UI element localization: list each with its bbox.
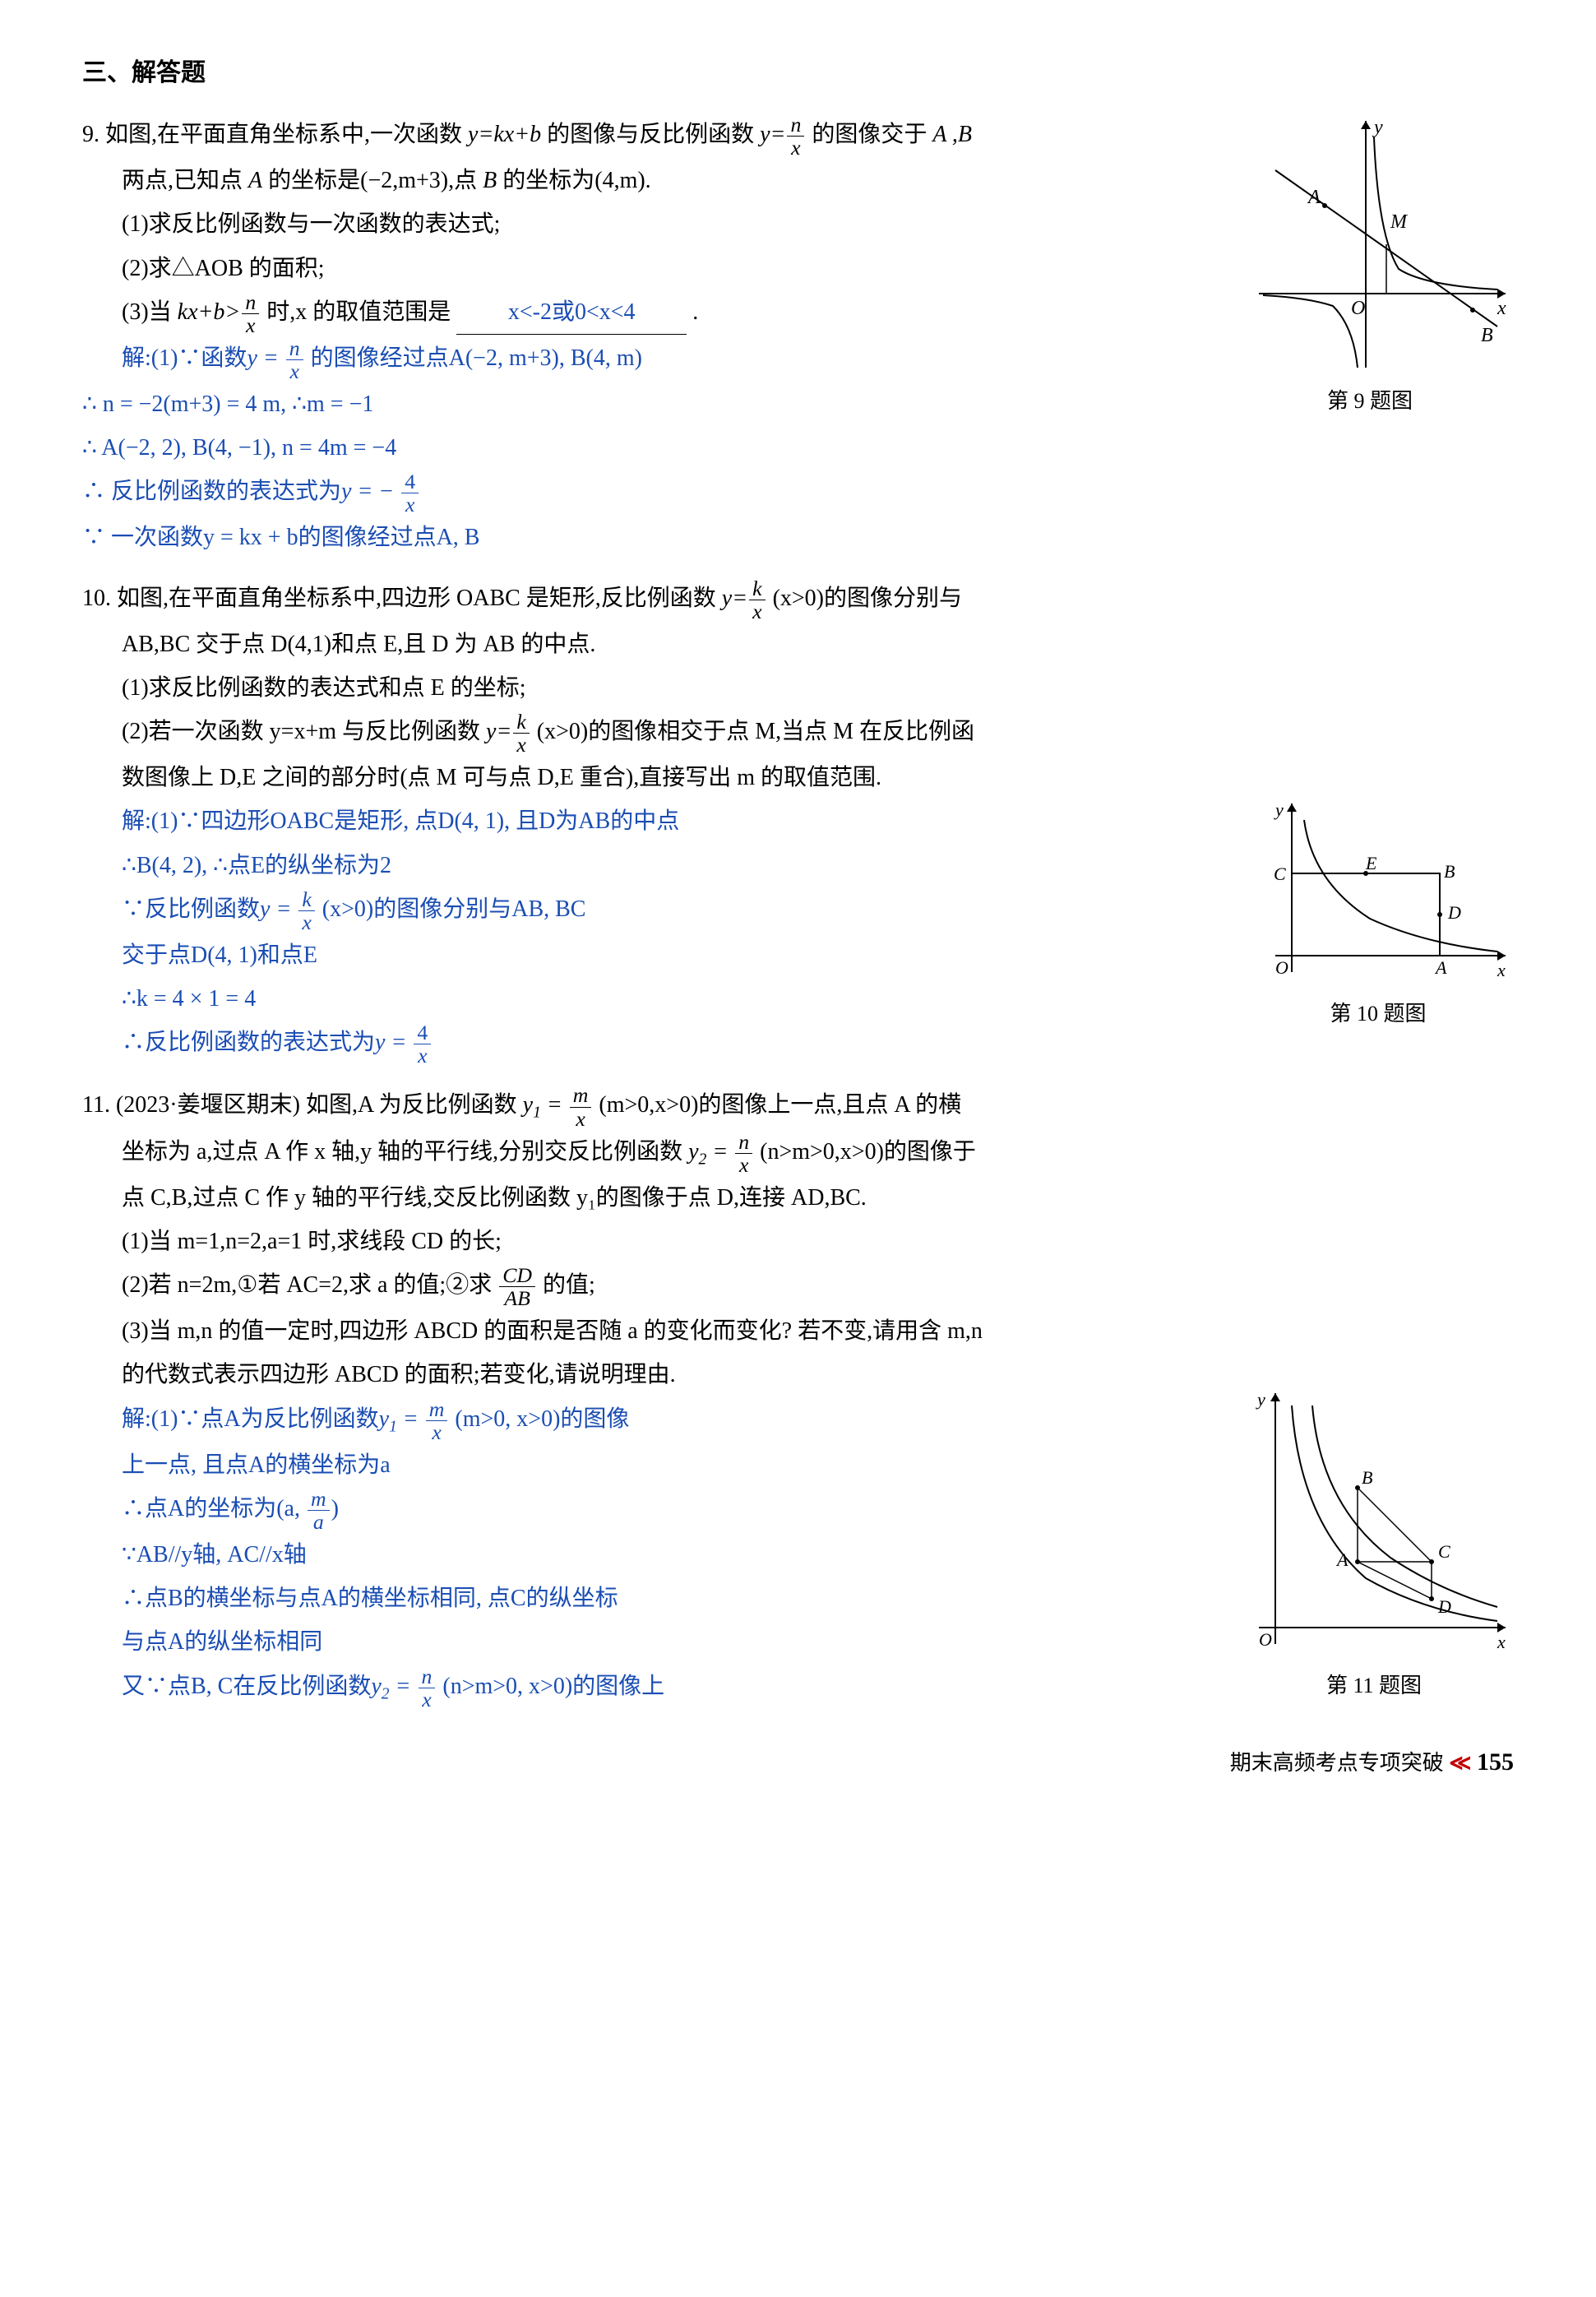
page-number: 155 xyxy=(1477,1748,1514,1776)
svg-text:O: O xyxy=(1275,957,1288,978)
problem-9: y x O A M B 第 9 题图 9. 如图,在平面直角坐标系中,一次函数 … xyxy=(82,113,1514,560)
problem-11: 11. (2023·姜堰区期末) 如图,A 为反比例函数 y1 = mx (m>… xyxy=(82,1083,1514,1714)
q11-part3a: (3)当 m,n 的值一定时,四边形 ABCD 的面积是否随 a 的变化而变化?… xyxy=(82,1309,1514,1353)
q9-number: 9. xyxy=(82,122,99,147)
q11-line3: 点 C,B,过点 C 作 y 轴的平行线,交反比例函数 y₁的图像于点 D,连接… xyxy=(82,1176,1514,1220)
q10-text: 如图,在平面直角坐标系中,四边形 OABC 是矩形,反比例函数 xyxy=(117,586,722,611)
svg-text:D: D xyxy=(1447,902,1461,923)
q11-part2: (2)若 n=2m,①若 AC=2,求 a 的值;②求 CDAB 的值; xyxy=(82,1263,1514,1309)
q9-text: 的图像交于 xyxy=(812,122,932,147)
frac-n-x: nx xyxy=(242,291,259,336)
q9-text: (3)当 xyxy=(122,299,178,325)
q10-part2: (2)若一次函数 y=x+m 与反比例函数 y=kx (x>0)的图像相交于点 … xyxy=(82,710,1514,756)
figure-11: y x O B A C D 第 11 题图 xyxy=(1234,1381,1514,1706)
svg-text:D: D xyxy=(1437,1596,1451,1617)
q9-eq1: y=kx+b xyxy=(468,122,541,147)
figure-11-caption: 第 11 题图 xyxy=(1234,1665,1514,1706)
q10-part1: (1)求反比例函数的表达式和点 E 的坐标; xyxy=(82,666,1514,710)
q10-line2: AB,BC 交于点 D(4,1)和点 E,且 D 为 AB 的中点. xyxy=(82,623,1514,666)
q9-answer-blank: x<-2或0<x<4 xyxy=(456,290,687,335)
graph-11: y x O B A C D xyxy=(1234,1381,1514,1660)
svg-text:y: y xyxy=(1274,799,1284,820)
footer-text: 期末高频考点专项突破 xyxy=(1230,1751,1444,1775)
svg-text:O: O xyxy=(1259,1629,1272,1650)
footer-arrow-icon: ≪ xyxy=(1449,1751,1471,1775)
svg-text:B: B xyxy=(1481,325,1493,346)
frac-k-x: kx xyxy=(749,577,765,623)
svg-text:y: y xyxy=(1372,117,1383,138)
q9-sol3: ∴ A(−2, 2), B(4, −1), n = 4m = −4 xyxy=(82,426,1514,470)
svg-text:C: C xyxy=(1274,864,1286,884)
q10-number: 10. xyxy=(82,586,111,611)
q11-text: 如图,A 为反比例函数 xyxy=(306,1092,517,1118)
q9-text: 两点,已知点 xyxy=(122,168,248,193)
q11-line1: 11. (2023·姜堰区期末) 如图,A 为反比例函数 y1 = mx (m>… xyxy=(82,1083,1514,1129)
svg-text:E: E xyxy=(1365,853,1377,873)
q9-text: 的坐标为(4,m). xyxy=(502,168,650,193)
svg-text:y: y xyxy=(1256,1389,1265,1410)
q11-source: (2023·姜堰区期末) xyxy=(116,1092,300,1118)
svg-text:O: O xyxy=(1351,298,1365,319)
q11-part1: (1)当 m=1,n=2,a=1 时,求线段 CD 的长; xyxy=(82,1220,1514,1263)
q9-frac: y= xyxy=(760,122,785,147)
svg-text:A: A xyxy=(1434,957,1447,978)
q11-line2: 坐标为 a,过点 A 作 x 轴,y 轴的平行线,分别交反比例函数 y2 = n… xyxy=(82,1130,1514,1176)
label-a: A ,B xyxy=(932,122,972,147)
svg-text:x: x xyxy=(1497,1632,1506,1652)
q9-sol4: ∴ 反比例函数的表达式为y = − 4x xyxy=(82,470,1514,516)
q10-text: (x>0)的图像分别与 xyxy=(773,586,962,611)
svg-text:x: x xyxy=(1497,298,1506,319)
q10-line1: 10. 如图,在平面直角坐标系中,四边形 OABC 是矩形,反比例函数 y=kx… xyxy=(82,577,1514,623)
svg-text:A: A xyxy=(1307,187,1321,208)
section-heading: 三、解答题 xyxy=(82,49,1514,96)
figure-9: y x O A M B 第 9 题图 xyxy=(1226,113,1514,421)
svg-text:x: x xyxy=(1497,960,1506,980)
figure-10-caption: 第 10 题图 xyxy=(1242,993,1514,1034)
svg-text:C: C xyxy=(1438,1541,1450,1562)
svg-text:B: B xyxy=(1444,861,1455,882)
q9-sol5: ∵ 一次函数y = kx + b的图像经过点A, B xyxy=(82,516,1514,559)
figure-9-caption: 第 9 题图 xyxy=(1226,381,1514,421)
svg-text:M: M xyxy=(1390,211,1409,233)
svg-text:B: B xyxy=(1362,1467,1372,1488)
q9-text: 的图像与反比例函数 xyxy=(547,122,760,147)
graph-10: y x O C B A E D xyxy=(1242,791,1514,989)
q9-text: 的坐标是(−2,m+3),点 xyxy=(268,168,483,193)
graph-9: y x O A M B xyxy=(1226,113,1514,376)
frac-n-x: nx xyxy=(787,113,804,159)
figure-10: y x O C B A E D 第 10 题图 xyxy=(1242,791,1514,1034)
q9-text: 时,x 的取值范围是 xyxy=(266,299,451,325)
q11-number: 11. xyxy=(82,1092,110,1118)
q9-text: 如图,在平面直角坐标系中,一次函数 xyxy=(105,122,468,147)
q11-text: (m>0,x>0)的图像上一点,且点 A 的横 xyxy=(599,1092,961,1118)
svg-text:A: A xyxy=(1335,1549,1349,1570)
problem-10: 10. 如图,在平面直角坐标系中,四边形 OABC 是矩形,反比例函数 y=kx… xyxy=(82,577,1514,1067)
page-footer: 期末高频考点专项突破 ≪ 155 xyxy=(82,1739,1514,1785)
